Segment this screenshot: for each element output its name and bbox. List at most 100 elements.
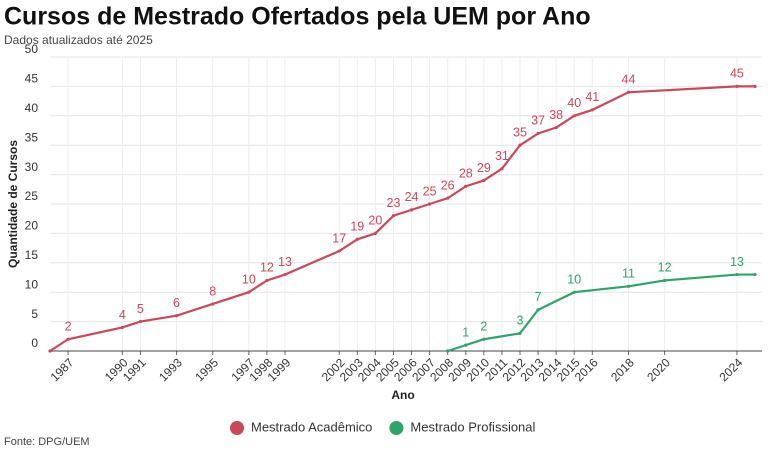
value-label: 29 bbox=[477, 161, 491, 175]
point bbox=[464, 343, 468, 347]
point bbox=[536, 308, 540, 312]
point bbox=[482, 178, 486, 183]
x-tick-label: 1987 bbox=[48, 355, 77, 384]
point bbox=[590, 108, 594, 112]
value-label: 37 bbox=[531, 114, 545, 128]
value-label: 2 bbox=[480, 320, 487, 334]
source: Fonte: DPG/UEM bbox=[4, 436, 90, 448]
chart-title: Cursos de Mestrado Ofertados pela UEM po… bbox=[4, 3, 591, 31]
point bbox=[138, 320, 142, 324]
point bbox=[753, 272, 757, 277]
point bbox=[337, 249, 341, 253]
x-tick-label: 2018 bbox=[608, 355, 637, 384]
point bbox=[626, 90, 631, 94]
value-label: 2 bbox=[65, 320, 72, 334]
point bbox=[409, 208, 414, 212]
value-label: 12 bbox=[658, 261, 672, 275]
point bbox=[626, 284, 631, 288]
value-label: 38 bbox=[549, 108, 563, 122]
point bbox=[663, 278, 667, 283]
point bbox=[373, 231, 377, 235]
point bbox=[48, 349, 52, 353]
value-label: 17 bbox=[332, 231, 346, 245]
value-label: 3 bbox=[517, 314, 524, 328]
value-label: 4 bbox=[119, 308, 126, 322]
value-label: 25 bbox=[423, 184, 437, 198]
point bbox=[572, 290, 576, 294]
chart-subtitle: Dados atualizados até 2025 bbox=[4, 33, 153, 47]
legend: Mestrado Acadêmico Mestrado Profissional bbox=[230, 419, 536, 435]
point bbox=[735, 272, 739, 277]
value-label: 12 bbox=[260, 261, 274, 275]
point bbox=[211, 302, 215, 306]
y-tick-label: 10 bbox=[25, 277, 39, 291]
point bbox=[391, 214, 396, 218]
point bbox=[500, 167, 504, 171]
x-axis-label: Ano bbox=[391, 388, 414, 402]
value-label: 28 bbox=[459, 167, 473, 181]
value-label: 13 bbox=[278, 255, 292, 269]
value-label: 24 bbox=[405, 190, 419, 204]
value-label: 10 bbox=[242, 272, 256, 286]
point bbox=[446, 196, 450, 200]
x-tick-label: 1993 bbox=[156, 355, 185, 384]
y-tick-label: 15 bbox=[25, 248, 39, 262]
legend-label: Mestrado Profissional bbox=[410, 419, 535, 434]
y-tick-label: 20 bbox=[25, 219, 39, 233]
value-label: 11 bbox=[622, 267, 635, 281]
value-label: 20 bbox=[368, 214, 382, 228]
point bbox=[66, 337, 70, 341]
point bbox=[482, 337, 486, 341]
point bbox=[446, 349, 450, 353]
y-tick-label: 0 bbox=[31, 336, 38, 350]
value-label: 26 bbox=[441, 178, 455, 192]
y-tick-label: 25 bbox=[25, 189, 39, 203]
point bbox=[572, 114, 576, 118]
point bbox=[174, 314, 179, 318]
x-tick-label: 2020 bbox=[644, 355, 673, 384]
x-tick-label: 1995 bbox=[192, 355, 221, 384]
point bbox=[120, 325, 124, 330]
value-label: 40 bbox=[567, 96, 581, 110]
y-tick-label: 5 bbox=[31, 307, 38, 321]
value-label: 10 bbox=[567, 272, 581, 286]
y-tick-label: 45 bbox=[25, 72, 39, 86]
value-label: 45 bbox=[730, 67, 744, 81]
point bbox=[247, 290, 251, 294]
y-tick-label: 40 bbox=[25, 101, 39, 115]
point bbox=[518, 331, 522, 335]
point bbox=[518, 143, 522, 147]
value-label: 23 bbox=[387, 196, 401, 210]
value-label: 44 bbox=[622, 73, 636, 87]
point bbox=[355, 237, 359, 241]
point bbox=[265, 278, 269, 283]
value-label: 35 bbox=[513, 125, 527, 139]
series-line bbox=[49, 85, 755, 352]
value-label: 31 bbox=[495, 149, 509, 163]
point bbox=[536, 131, 540, 136]
value-label: 7 bbox=[535, 290, 542, 304]
value-label: 1 bbox=[462, 325, 469, 339]
point bbox=[554, 125, 558, 130]
legend-marker bbox=[230, 421, 244, 435]
point bbox=[753, 84, 757, 88]
point bbox=[283, 272, 287, 277]
legend-label: Mestrado Acadêmico bbox=[251, 419, 372, 434]
value-label: 5 bbox=[137, 302, 144, 316]
point bbox=[464, 184, 468, 188]
value-label: 19 bbox=[350, 220, 364, 234]
point bbox=[428, 202, 432, 206]
legend-marker bbox=[389, 421, 404, 435]
y-tick-label: 50 bbox=[25, 42, 39, 56]
series-line bbox=[447, 273, 755, 353]
y-axis-label: Quantidade de Cursos bbox=[6, 140, 20, 268]
value-label: 6 bbox=[173, 296, 180, 310]
x-tick-label: 2024 bbox=[717, 355, 746, 384]
y-tick-label: 30 bbox=[25, 160, 39, 174]
value-label: 13 bbox=[730, 255, 744, 269]
point bbox=[735, 84, 739, 88]
value-label: 8 bbox=[209, 284, 216, 298]
value-label: 41 bbox=[585, 90, 599, 104]
y-tick-label: 35 bbox=[25, 130, 39, 144]
